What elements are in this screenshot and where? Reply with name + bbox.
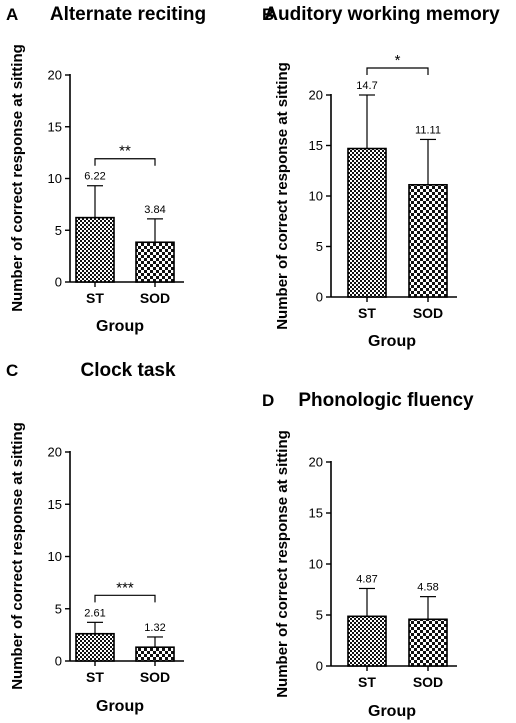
y-tick-label: 20 — [309, 88, 323, 103]
bar-st — [75, 216, 115, 283]
chart-title: Phonologic fluency — [298, 390, 474, 411]
bar-sod — [135, 241, 175, 283]
category-label: ST — [358, 674, 376, 690]
x-axis-label: Group — [368, 703, 416, 720]
category-label: SOD — [140, 669, 170, 685]
y-tick-label: 5 — [316, 239, 323, 254]
chart-title: Alternate reciting — [50, 4, 206, 25]
bar-sod — [135, 646, 175, 662]
panel-letter: D — [262, 391, 274, 410]
bar-sod — [408, 618, 448, 667]
y-axis-label: Number of correct response at sitting — [9, 422, 26, 690]
panel-letter: A — [6, 5, 18, 24]
y-tick-label: 20 — [309, 455, 323, 470]
bar-sod — [408, 183, 448, 298]
y-tick-label: 5 — [55, 601, 62, 616]
significance-marker: * — [395, 52, 401, 69]
data-label: 2.61 — [84, 607, 105, 619]
panel-letter: B — [262, 5, 274, 24]
significance-bracket — [94, 594, 156, 603]
x-axis-label: Group — [96, 318, 144, 335]
y-tick-label: 15 — [309, 138, 323, 153]
y-tick-label: 10 — [48, 171, 62, 186]
category-label: SOD — [413, 305, 443, 321]
category-label: SOD — [140, 290, 170, 306]
data-label: 1.32 — [144, 622, 165, 634]
bar-st — [347, 147, 387, 298]
y-tick-label: 0 — [55, 654, 62, 669]
panel-letter: C — [6, 361, 18, 380]
bar-st — [347, 615, 387, 667]
y-tick-label: 10 — [309, 189, 323, 204]
x-axis-label: Group — [368, 333, 416, 350]
y-tick-label: 0 — [316, 659, 323, 674]
data-label: 4.87 — [356, 573, 377, 585]
significance-marker: *** — [116, 579, 134, 596]
y-tick-label: 15 — [48, 497, 62, 512]
panel-d: D Phonologic fluency Number of correct res… — [262, 390, 474, 720]
category-label: ST — [86, 669, 104, 685]
y-axis-label: Number of correct response at sitting — [9, 44, 26, 312]
data-label: 3.84 — [144, 204, 165, 216]
significance-bracket — [366, 67, 429, 75]
significance-marker: ** — [119, 143, 131, 160]
x-axis-label: Group — [96, 698, 144, 715]
data-label: 6.22 — [84, 171, 105, 183]
y-tick-label: 10 — [309, 557, 323, 572]
y-tick-label: 15 — [309, 506, 323, 521]
data-label: 14.7 — [356, 80, 377, 92]
bar-st — [75, 632, 115, 662]
y-axis-label: Number of correct response at sitting — [274, 62, 291, 330]
y-tick-label: 5 — [316, 608, 323, 623]
y-axis-label: Number of correct response at sitting — [274, 430, 291, 698]
data-label: 4.58 — [417, 582, 438, 594]
panel-c: C Clock task Number of correct response at… — [6, 360, 184, 715]
chart-title: Auditory working memory — [264, 4, 500, 25]
y-tick-label: 10 — [48, 549, 62, 564]
y-tick-label: 0 — [316, 290, 323, 305]
y-tick-label: 5 — [55, 223, 62, 238]
significance-bracket — [94, 158, 156, 166]
chart-title: Clock task — [80, 360, 175, 381]
y-tick-label: 0 — [55, 275, 62, 290]
panel-a: A Alternate reciting Number of correct res… — [6, 4, 206, 335]
y-tick-label: 20 — [48, 68, 62, 83]
category-label: ST — [358, 305, 376, 321]
data-label: 11.11 — [415, 124, 441, 136]
y-tick-label: 20 — [48, 445, 62, 460]
category-label: SOD — [413, 674, 443, 690]
y-tick-label: 15 — [48, 119, 62, 134]
category-label: ST — [86, 290, 104, 306]
